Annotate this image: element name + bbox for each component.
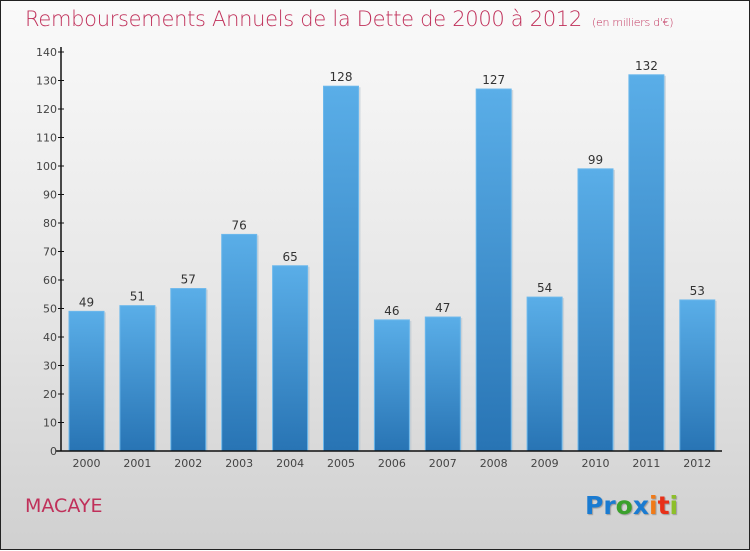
x-tick-label: 2002: [174, 457, 202, 470]
x-tick-label: 2005: [327, 457, 355, 470]
data-label: 51: [130, 290, 145, 304]
data-label: 54: [537, 281, 552, 295]
x-tick-label: 2010: [582, 457, 610, 470]
data-label: 46: [384, 304, 399, 318]
y-tick-label: 20: [43, 388, 57, 401]
proxiti-logo: Proxiti: [585, 491, 678, 520]
x-tick-label: 2007: [429, 457, 457, 470]
data-label: 127: [482, 73, 505, 87]
y-tick-label: 110: [36, 132, 57, 145]
y-tick-label: 140: [36, 46, 57, 59]
data-label: 132: [635, 59, 658, 73]
bar: [679, 299, 716, 452]
data-label: 49: [79, 295, 94, 309]
bar: [272, 265, 309, 452]
y-tick-label: 10: [43, 417, 57, 430]
y-tick-label: 130: [36, 75, 57, 88]
logo-letter: P: [585, 491, 604, 520]
x-tick-label: 2000: [73, 457, 101, 470]
bar: [68, 310, 105, 452]
bar: [323, 85, 359, 452]
bar: [526, 296, 563, 452]
logo-letter: i: [669, 491, 679, 520]
bar: [119, 305, 156, 452]
bar: [628, 74, 665, 452]
title-unit: (en milliers d'€): [592, 16, 674, 29]
bar: [577, 168, 614, 452]
logo-letter: i: [649, 491, 658, 520]
data-label: 99: [588, 153, 603, 167]
bar: [221, 233, 258, 452]
data-label: 76: [232, 218, 247, 232]
y-tick-label: 70: [43, 246, 57, 259]
bar: [475, 88, 512, 452]
y-tick-label: 120: [36, 103, 57, 116]
bar: [170, 288, 207, 452]
x-tick-label: 2004: [276, 457, 304, 470]
bar: [373, 319, 410, 452]
x-tick-label: 2009: [531, 457, 559, 470]
logo-letter: o: [615, 491, 633, 520]
y-tick-label: 60: [43, 274, 57, 287]
city-name: MACAYE: [25, 495, 103, 517]
y-tick-label: 50: [43, 303, 57, 316]
x-tick-label: 2008: [480, 457, 508, 470]
chart-title: Remboursements Annuels de la Dette de 20…: [25, 7, 673, 31]
y-tick-label: 30: [43, 360, 57, 373]
x-tick-label: 2012: [683, 457, 711, 470]
title-text: Remboursements Annuels de la Dette de 20…: [25, 7, 582, 31]
y-tick-label: 0: [50, 445, 57, 458]
logo-letter: r: [603, 491, 616, 520]
y-tick-label: 40: [43, 331, 57, 344]
data-label: 57: [181, 273, 196, 287]
data-label: 65: [282, 250, 297, 264]
y-tick-label: 90: [43, 189, 57, 202]
x-tick-label: 2006: [378, 457, 406, 470]
x-tick-label: 2001: [123, 457, 151, 470]
data-label: 128: [330, 70, 353, 84]
logo-letter: t: [657, 491, 670, 520]
y-tick-label: 80: [43, 217, 57, 230]
x-tick-label: 2003: [225, 457, 253, 470]
bar: [424, 316, 461, 452]
x-tick-label: 2011: [632, 457, 660, 470]
data-label: 53: [690, 284, 705, 298]
y-tick-label: 100: [36, 160, 57, 173]
data-label: 47: [435, 301, 450, 315]
logo-letter: x: [632, 491, 649, 520]
